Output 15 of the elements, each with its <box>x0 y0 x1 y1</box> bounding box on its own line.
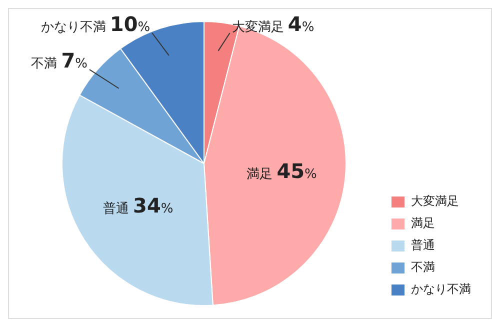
data-label: 34% <box>133 193 174 218</box>
data-label: 7% <box>61 48 88 73</box>
legend-label: 普通 <box>411 238 435 252</box>
slice-label: 満足 <box>246 166 277 182</box>
slice-label: 普通 <box>102 200 134 216</box>
legend-label: かなり不満 <box>411 282 471 296</box>
data-label: 10% <box>110 12 150 36</box>
slice-label: かなり不満 <box>40 20 110 35</box>
data-label: 45% <box>276 158 317 183</box>
legend-label: 不満 <box>411 260 435 274</box>
slice-label: 大変満足 <box>232 19 288 35</box>
legend-label: 満足 <box>411 216 435 230</box>
legend-label: 大変満足 <box>411 194 459 208</box>
slice-label: 不満 <box>31 56 62 72</box>
data-label: 4% <box>288 12 314 36</box>
